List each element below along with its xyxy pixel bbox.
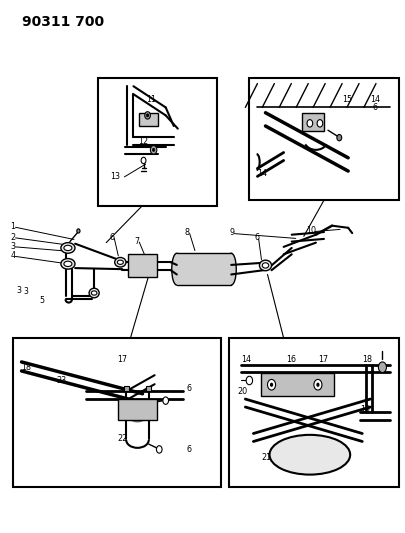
Ellipse shape xyxy=(64,245,72,251)
Bar xyxy=(124,386,129,391)
Text: 6: 6 xyxy=(109,233,114,242)
Circle shape xyxy=(377,362,386,373)
Text: 5: 5 xyxy=(40,296,45,305)
Text: 22: 22 xyxy=(117,434,127,443)
Text: 15: 15 xyxy=(341,95,352,104)
Text: 7: 7 xyxy=(134,237,139,246)
Circle shape xyxy=(315,383,319,387)
Bar xyxy=(229,338,398,487)
Text: 1: 1 xyxy=(10,222,15,231)
Text: 16: 16 xyxy=(285,355,295,364)
Ellipse shape xyxy=(91,291,97,295)
Circle shape xyxy=(336,134,341,141)
Text: 14: 14 xyxy=(257,169,267,178)
Bar xyxy=(301,113,323,131)
Ellipse shape xyxy=(61,259,75,269)
Ellipse shape xyxy=(171,253,181,285)
Ellipse shape xyxy=(269,435,350,474)
Text: 18: 18 xyxy=(21,363,32,372)
Bar xyxy=(145,386,151,391)
Circle shape xyxy=(313,379,321,390)
Circle shape xyxy=(306,119,312,127)
Text: 4: 4 xyxy=(10,252,15,261)
Text: 21: 21 xyxy=(261,453,271,462)
Text: 6: 6 xyxy=(254,233,259,242)
Text: 18: 18 xyxy=(361,355,371,364)
Circle shape xyxy=(152,148,154,151)
Text: 8: 8 xyxy=(184,228,190,237)
Text: 9: 9 xyxy=(229,228,234,237)
Circle shape xyxy=(144,112,150,119)
Bar xyxy=(176,253,231,285)
Text: 17: 17 xyxy=(317,355,327,364)
Ellipse shape xyxy=(61,243,75,253)
Ellipse shape xyxy=(226,253,236,285)
Text: 6: 6 xyxy=(186,445,192,454)
Circle shape xyxy=(162,397,168,405)
Text: 3: 3 xyxy=(17,286,21,295)
Circle shape xyxy=(267,379,275,390)
Ellipse shape xyxy=(262,263,268,268)
Text: 23: 23 xyxy=(57,376,67,385)
Circle shape xyxy=(146,114,148,117)
Text: 17: 17 xyxy=(117,355,127,364)
Ellipse shape xyxy=(114,257,126,267)
Ellipse shape xyxy=(259,260,271,271)
Ellipse shape xyxy=(89,288,99,298)
Text: 6: 6 xyxy=(371,103,376,112)
Text: 12: 12 xyxy=(138,138,148,147)
Text: 11: 11 xyxy=(146,95,156,104)
Circle shape xyxy=(156,446,162,453)
Circle shape xyxy=(77,229,80,233)
Circle shape xyxy=(269,383,273,387)
Circle shape xyxy=(141,157,145,164)
Text: 2: 2 xyxy=(10,233,15,242)
Bar xyxy=(98,78,217,206)
Text: 10: 10 xyxy=(305,226,315,235)
Ellipse shape xyxy=(117,260,123,264)
Text: 14: 14 xyxy=(241,355,251,364)
Circle shape xyxy=(316,119,322,127)
Circle shape xyxy=(150,146,156,154)
Bar xyxy=(261,373,333,397)
Bar xyxy=(139,113,157,126)
Text: 3: 3 xyxy=(10,242,15,251)
Circle shape xyxy=(245,376,252,385)
Bar xyxy=(118,399,156,420)
Text: 14: 14 xyxy=(369,95,379,104)
Ellipse shape xyxy=(64,261,72,266)
Bar xyxy=(128,254,156,277)
Text: 90311 700: 90311 700 xyxy=(21,14,103,29)
Text: 6: 6 xyxy=(186,384,192,393)
Text: 13: 13 xyxy=(110,172,120,181)
Bar xyxy=(13,338,221,487)
Text: 20: 20 xyxy=(237,386,247,395)
Bar xyxy=(249,78,398,200)
Text: 19: 19 xyxy=(359,405,369,414)
Text: 3: 3 xyxy=(23,287,28,296)
